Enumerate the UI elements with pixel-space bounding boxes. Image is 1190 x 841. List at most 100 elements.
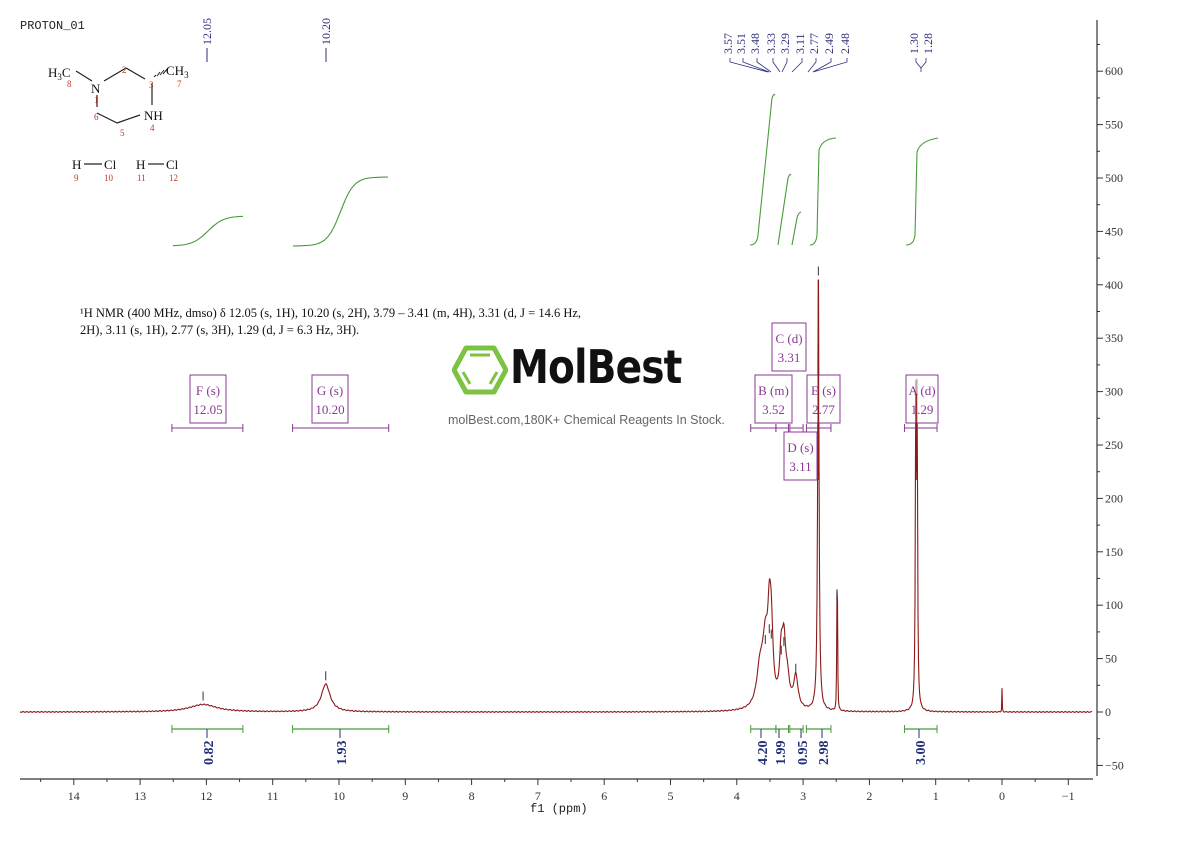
molbest-hexagon-icon — [452, 345, 508, 395]
peak-label: 3.48 — [748, 33, 762, 54]
salt-num-11: 11 — [137, 173, 146, 183]
y-tick-label: 200 — [1105, 491, 1123, 505]
atom-n1: N — [91, 81, 101, 96]
multiplet-label: A (d) — [908, 383, 935, 398]
x-tick-label: 4 — [734, 789, 740, 803]
y-tick-label: 500 — [1105, 171, 1123, 185]
molbest-tagline: molBest.com,180K+ Chemical Reagents In S… — [448, 413, 725, 427]
multiplet-box — [189, 374, 227, 424]
y-tick-label: 0 — [1105, 705, 1111, 719]
multiplet-shift: 3.52 — [762, 402, 785, 417]
integral-value: 4.20 — [756, 741, 771, 766]
multiplet-box — [905, 374, 939, 424]
peak-label: 2.77 — [807, 33, 821, 54]
peak-label: 3.33 — [764, 33, 778, 54]
multiplet-shift: 10.20 — [315, 402, 344, 417]
multiplet-shift: 2.77 — [812, 402, 835, 417]
molbest-logo-text: MolBest — [510, 340, 682, 394]
x-tick-label: 10 — [333, 789, 345, 803]
multiplet-label: E (s) — [811, 383, 836, 398]
x-tick-label: 3 — [800, 789, 806, 803]
integral-curve — [293, 176, 388, 247]
multiplet-label: C (d) — [775, 331, 802, 346]
x-tick-label: 6 — [601, 789, 607, 803]
salt-cl1: Cl — [104, 157, 117, 172]
atom-nh: NH — [144, 108, 163, 123]
peak-label: 12.05 — [200, 18, 214, 45]
peak-label: 2.48 — [838, 33, 852, 54]
peak-label: 10.20 — [319, 18, 333, 45]
integral-value: 2.98 — [817, 741, 832, 766]
x-tick-label: 8 — [469, 789, 475, 803]
multiplet-shift: 1.29 — [911, 402, 934, 417]
multiplet-box — [806, 374, 841, 424]
x-tick-label: 13 — [134, 789, 146, 803]
salt-num-10: 10 — [104, 173, 114, 183]
spectrum-title: PROTON_01 — [20, 19, 85, 33]
x-tick-label: 1 — [933, 789, 939, 803]
integral-value: 0.82 — [202, 741, 217, 766]
nmr-description-line2: 2H), 3.11 (s, 1H), 2.77 (s, 3H), 1.29 (d… — [80, 323, 360, 337]
atom-num-1: 1 — [94, 95, 99, 105]
x-tick-label: 7 — [535, 789, 541, 803]
y-tick-label: 300 — [1105, 385, 1123, 399]
y-tick-label: 550 — [1105, 118, 1123, 132]
nmr-description-line1: ¹H NMR (400 MHz, dmso) δ 12.05 (s, 1H), … — [80, 306, 582, 320]
multiplet-box — [311, 374, 349, 424]
y-tick-label: 350 — [1105, 331, 1123, 345]
atom-h3c: H3C — [48, 65, 71, 82]
y-tick-label: 400 — [1105, 278, 1123, 292]
atom-num-4: 4 — [150, 123, 155, 133]
multiplet-label: F (s) — [196, 383, 220, 398]
integral-value: 1.99 — [774, 741, 789, 766]
peak-label: 2.49 — [822, 33, 836, 54]
salt-num-12: 12 — [169, 173, 178, 183]
y-tick-label: 150 — [1105, 545, 1123, 559]
multiplet-label: D (s) — [787, 440, 813, 455]
molecule-structure: H3C N CH3 NH 8 1 2 3 7 4 5 6 H Cl H Cl 9… — [48, 63, 189, 183]
x-tick-label: 2 — [866, 789, 872, 803]
y-tick-label: 600 — [1105, 64, 1123, 78]
x-axis-label: f1 (ppm) — [530, 802, 588, 816]
x-tick-label: 9 — [402, 789, 408, 803]
nmr-description: ¹H NMR (400 MHz, dmso) δ 12.05 (s, 1H), … — [80, 305, 640, 339]
integral-curve — [172, 215, 244, 247]
peak-label: 3.51 — [734, 33, 748, 54]
salt-num-9: 9 — [74, 173, 79, 183]
peak-label: 1.30 — [907, 33, 921, 54]
peak-label: 1.28 — [921, 33, 935, 54]
spectrum-line — [19, 292, 1093, 713]
x-tick-label: 0 — [999, 789, 1005, 803]
atom-num-5: 5 — [120, 128, 125, 138]
y-tick-label: 50 — [1105, 652, 1117, 666]
multiplet-label: G (s) — [317, 383, 343, 398]
multiplet-box — [771, 322, 807, 372]
peak-label: 3.29 — [778, 33, 792, 54]
salt-h1: H — [72, 157, 81, 172]
x-tick-label: 12 — [200, 789, 212, 803]
multiplet-label: B (m) — [758, 383, 789, 398]
x-tick-label: 5 — [668, 789, 674, 803]
atom-num-7: 7 — [177, 79, 182, 89]
atom-num-8: 8 — [67, 79, 72, 89]
y-tick-label: 100 — [1105, 598, 1123, 612]
y-tick-label: 450 — [1105, 224, 1123, 238]
x-tick-label: 14 — [68, 789, 80, 803]
atom-num-2: 2 — [122, 65, 127, 75]
integral-value: 1.93 — [335, 741, 350, 766]
x-tick-label: 11 — [267, 789, 279, 803]
atom-ch3: CH3 — [166, 63, 189, 80]
integral-value: 3.00 — [914, 741, 929, 766]
peak-label: 3.11 — [793, 33, 807, 54]
multiplet-shift: 3.31 — [778, 350, 801, 365]
salt-cl2: Cl — [166, 157, 179, 172]
atom-num-6: 6 — [94, 112, 99, 122]
y-tick-label: 250 — [1105, 438, 1123, 452]
y-tick-label: −50 — [1105, 758, 1124, 772]
atom-num-3: 3 — [149, 80, 154, 90]
multiplet-box — [754, 374, 793, 424]
peak-label: 3.57 — [721, 33, 735, 54]
multiplet-shift: 12.05 — [193, 402, 222, 417]
